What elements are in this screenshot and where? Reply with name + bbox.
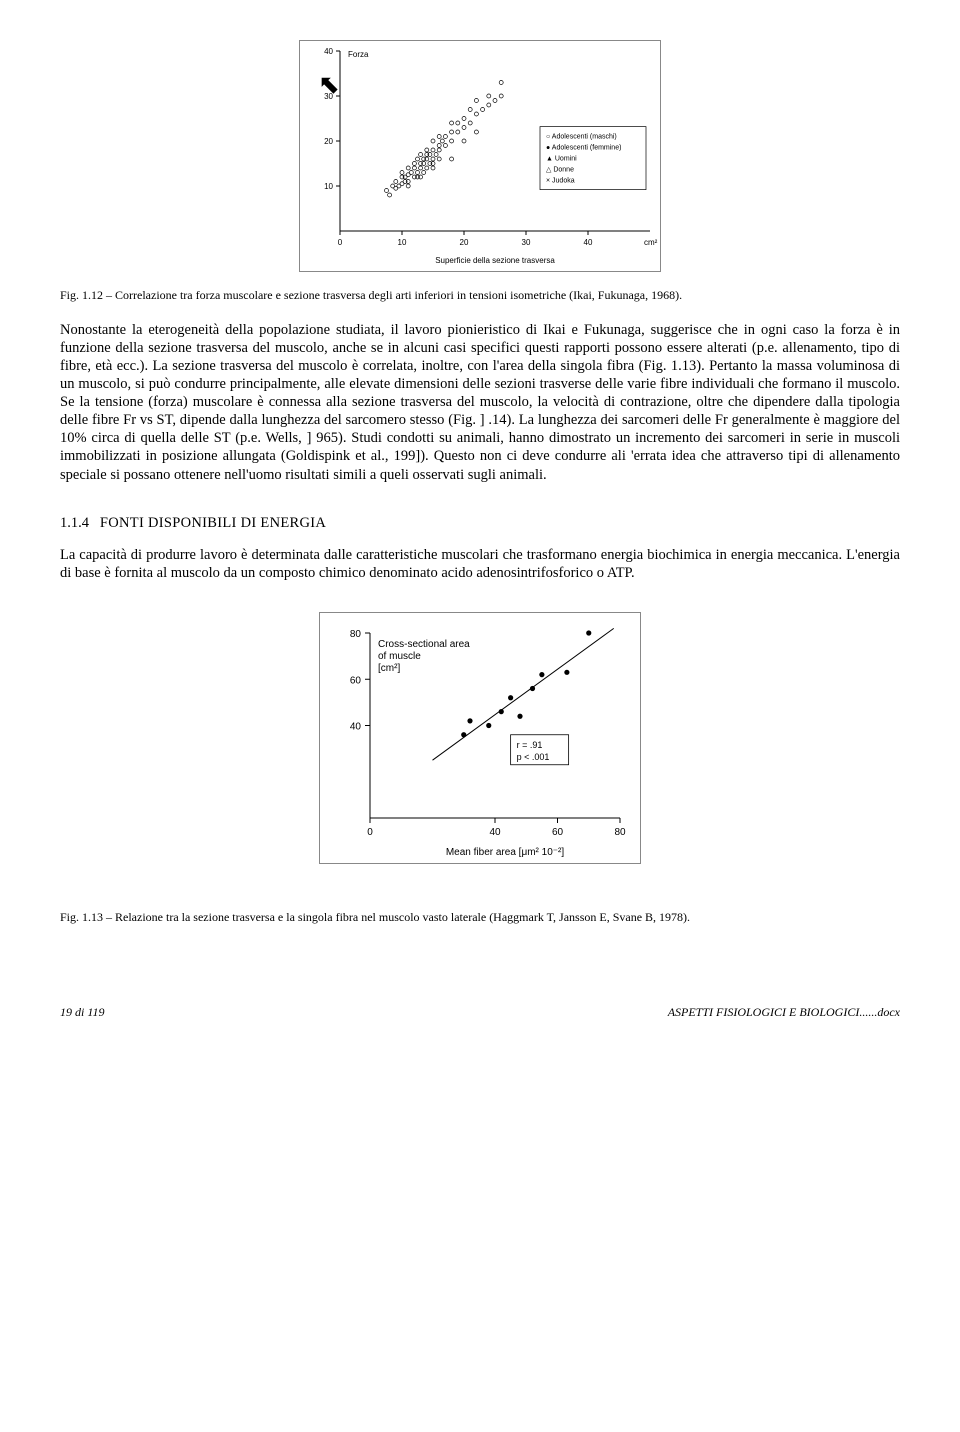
figure-2-caption: Fig. 1.13 – Relazione tra la sezione tra… xyxy=(60,910,900,925)
svg-text:Mean fiber area [μm² 10⁻²]: Mean fiber area [μm² 10⁻²] xyxy=(446,847,565,858)
svg-text:0: 0 xyxy=(367,827,373,838)
figure-1-chart: ⬉ 01020304010203040cm²ForzaSuperficie de… xyxy=(299,40,661,272)
svg-text:[cm²]: [cm²] xyxy=(378,663,400,674)
svg-text:40: 40 xyxy=(350,722,362,733)
section-heading: 1.1.4 FONTI DISPONIBILI DI ENERGIA xyxy=(60,514,900,532)
svg-text:80: 80 xyxy=(614,827,626,838)
svg-text:60: 60 xyxy=(350,675,362,686)
svg-text:of muscle: of muscle xyxy=(378,651,421,662)
footer-doc: ASPETTI FISIOLOGICI E BIOLOGICI......doc… xyxy=(668,1005,900,1020)
svg-text:cm²: cm² xyxy=(644,238,658,247)
svg-text:10: 10 xyxy=(398,238,407,247)
figure-2-chart: 0 40 60 80 40 60 80 Cross-sectional areaof musc… xyxy=(319,612,641,864)
figure-1: ⬉ 01020304010203040cm²ForzaSuperficie de… xyxy=(60,40,900,278)
figure-2: 0 40 60 80 40 60 80 Cross-sectional areaof musc… xyxy=(60,612,900,870)
svg-text:60: 60 xyxy=(552,827,564,838)
svg-text:80: 80 xyxy=(350,629,362,640)
svg-text:● Adolescenti (femmine): ● Adolescenti (femmine) xyxy=(546,145,621,152)
svg-text:30: 30 xyxy=(522,238,531,247)
svg-text:20: 20 xyxy=(324,137,333,146)
svg-text:Superficie della sezione trasv: Superficie della sezione trasversa xyxy=(435,256,555,265)
svg-text:r = .91: r = .91 xyxy=(517,740,543,750)
section-title: FONTI DISPONIBILI DI ENERGIA xyxy=(100,515,326,531)
svg-text:20: 20 xyxy=(460,238,469,247)
svg-text:× Judoka: × Judoka xyxy=(546,178,575,185)
svg-text:△ Donne: △ Donne xyxy=(546,167,574,174)
section-number: 1.1.4 xyxy=(60,515,89,531)
svg-text:Forza: Forza xyxy=(348,50,369,59)
svg-text:○ Adolescenti (maschi): ○ Adolescenti (maschi) xyxy=(546,134,617,141)
footer-page: 19 di 119 xyxy=(60,1005,104,1020)
svg-text:40: 40 xyxy=(584,238,593,247)
svg-text:p < .001: p < .001 xyxy=(517,752,550,762)
svg-text:30: 30 xyxy=(324,92,333,101)
svg-text:10: 10 xyxy=(324,182,333,191)
svg-text:40: 40 xyxy=(324,47,333,56)
svg-text:0: 0 xyxy=(338,238,343,247)
svg-text:Cross-sectional area: Cross-sectional area xyxy=(378,639,470,650)
paragraph-2: La capacità di produrre lavoro è determi… xyxy=(60,546,900,582)
figure-1-caption: Fig. 1.12 – Correlazione tra forza musco… xyxy=(60,288,900,303)
svg-text:40: 40 xyxy=(489,827,501,838)
svg-text:▲ Uomini: ▲ Uomini xyxy=(546,156,577,163)
paragraph-1: Nonostante la eterogeneità della popolaz… xyxy=(60,321,900,484)
page-footer: 19 di 119 ASPETTI FISIOLOGICI E BIOLOGIC… xyxy=(60,1005,900,1020)
